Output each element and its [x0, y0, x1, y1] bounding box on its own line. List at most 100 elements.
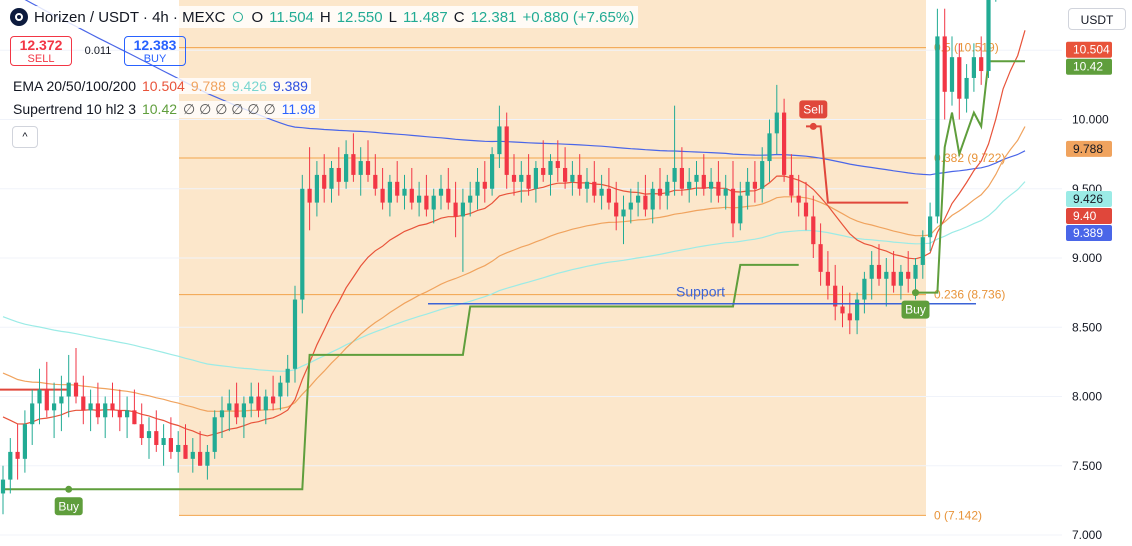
price-tag	[1066, 41, 1112, 58]
candle-body	[614, 202, 619, 217]
candle-body	[971, 57, 976, 78]
candle-body	[650, 188, 655, 210]
candle-body	[373, 174, 378, 189]
candle-body	[884, 271, 889, 279]
ema50-value: 9.788	[190, 78, 226, 94]
candle-body	[694, 174, 699, 182]
candle-body	[307, 188, 312, 203]
candle-body	[891, 271, 896, 286]
open-value: 11.504	[269, 8, 314, 26]
candle-body	[154, 431, 159, 445]
supertrend-legend[interactable]: Supertrend 10 hl2 3 10.42 ∅ ∅ ∅ ∅ ∅ ∅ 11…	[10, 101, 319, 118]
candle-body	[241, 403, 246, 418]
candle-body	[533, 167, 538, 189]
candle-body	[468, 195, 473, 203]
candle-body	[322, 174, 327, 189]
close-value: 12.381	[470, 8, 517, 26]
y-tick-label: 9.000	[1072, 251, 1102, 265]
ema50-line	[2, 126, 1026, 412]
ema200-value: 9.389	[272, 78, 308, 94]
candle-body	[88, 403, 93, 411]
candle-body	[774, 112, 779, 134]
buy-label: BUY	[143, 53, 167, 65]
buy-button[interactable]: 12.383 BUY	[124, 36, 186, 66]
buy-price: 12.383	[133, 37, 177, 53]
candle-body	[344, 154, 349, 182]
ema-legend[interactable]: EMA 20/50/100/200 10.504 9.788 9.426 9.3…	[10, 78, 311, 94]
fib-level-label: 0.236 (8.736)	[934, 288, 1005, 302]
candle-body	[709, 181, 714, 189]
currency-button[interactable]: USDT	[1068, 8, 1126, 30]
candle-body	[833, 285, 838, 307]
candle-body	[898, 271, 903, 286]
candle-body	[168, 438, 173, 452]
candle-body	[920, 237, 925, 265]
signal-dot	[65, 485, 73, 493]
candle-body	[205, 451, 210, 466]
fib-level-label: 0.5 (10.519)	[934, 41, 999, 55]
candle-body	[949, 57, 955, 92]
candle-body	[417, 195, 422, 203]
signal-dot	[809, 122, 817, 130]
candle-body	[387, 181, 392, 203]
candle-body	[935, 36, 940, 217]
horizen-logo-icon	[10, 8, 28, 26]
candle-body	[599, 188, 604, 196]
symbol-title[interactable]: Horizen / USDT · 4h · MEXC	[34, 8, 226, 26]
signal-label: Buy	[905, 303, 926, 317]
candle-body	[584, 181, 590, 189]
candle-body	[701, 174, 706, 189]
candle-body	[37, 389, 42, 404]
price-tag-value: 9.788	[1073, 142, 1103, 156]
candle-body	[687, 181, 692, 189]
candle-body	[424, 195, 429, 210]
candle-body	[15, 451, 20, 459]
buy-signal-badge	[54, 497, 83, 516]
candle-body	[103, 403, 108, 418]
candle-body	[606, 188, 611, 203]
supertrend-upper-value: 11.98	[281, 101, 316, 117]
high-label: H	[319, 8, 331, 26]
signal-label: Sell	[803, 102, 823, 116]
price-tag	[1066, 58, 1112, 75]
candle-body	[628, 202, 633, 210]
candle-body	[563, 167, 568, 182]
candle-body	[198, 451, 203, 466]
collapse-legend-button[interactable]: ^	[12, 126, 38, 148]
candle-body	[672, 167, 677, 182]
supertrend-value: 10.42	[141, 101, 178, 117]
symbol-header: Horizen / USDT · 4h · MEXC O 11.504 H 12.5…	[6, 6, 639, 28]
y-tick-label: 7.500	[1072, 459, 1102, 473]
price-tag	[1066, 140, 1112, 157]
candle-body	[263, 396, 268, 411]
candle-body	[665, 181, 670, 196]
candle-body	[716, 181, 721, 196]
candle-body	[146, 431, 152, 439]
candle-body	[176, 444, 181, 452]
price-tag	[1066, 224, 1112, 241]
sell-button[interactable]: 12.372 SELL	[10, 36, 72, 66]
candle-body	[482, 181, 487, 189]
supertrend-down-line	[806, 125, 909, 204]
candle-body	[730, 188, 736, 224]
candle-body	[460, 202, 465, 217]
price-axis	[1062, 0, 1132, 546]
supertrend-label: Supertrend 10 hl2 3	[13, 101, 136, 117]
supertrend-na-values: ∅ ∅ ∅ ∅ ∅ ∅	[183, 101, 276, 117]
candle-body	[125, 410, 130, 418]
market-status-icon	[233, 12, 244, 22]
candle-body	[811, 216, 816, 245]
candle-body	[234, 403, 239, 418]
candle-body	[511, 174, 517, 182]
candle-body	[475, 181, 480, 196]
candle-body	[183, 444, 188, 459]
candle-body	[271, 396, 276, 404]
candle-body	[95, 403, 100, 418]
candle-body	[979, 57, 984, 72]
candle-body	[117, 410, 122, 418]
candle-body	[760, 161, 765, 189]
candle-body	[789, 174, 794, 196]
candle-body	[745, 181, 750, 196]
candle-body	[453, 202, 458, 217]
